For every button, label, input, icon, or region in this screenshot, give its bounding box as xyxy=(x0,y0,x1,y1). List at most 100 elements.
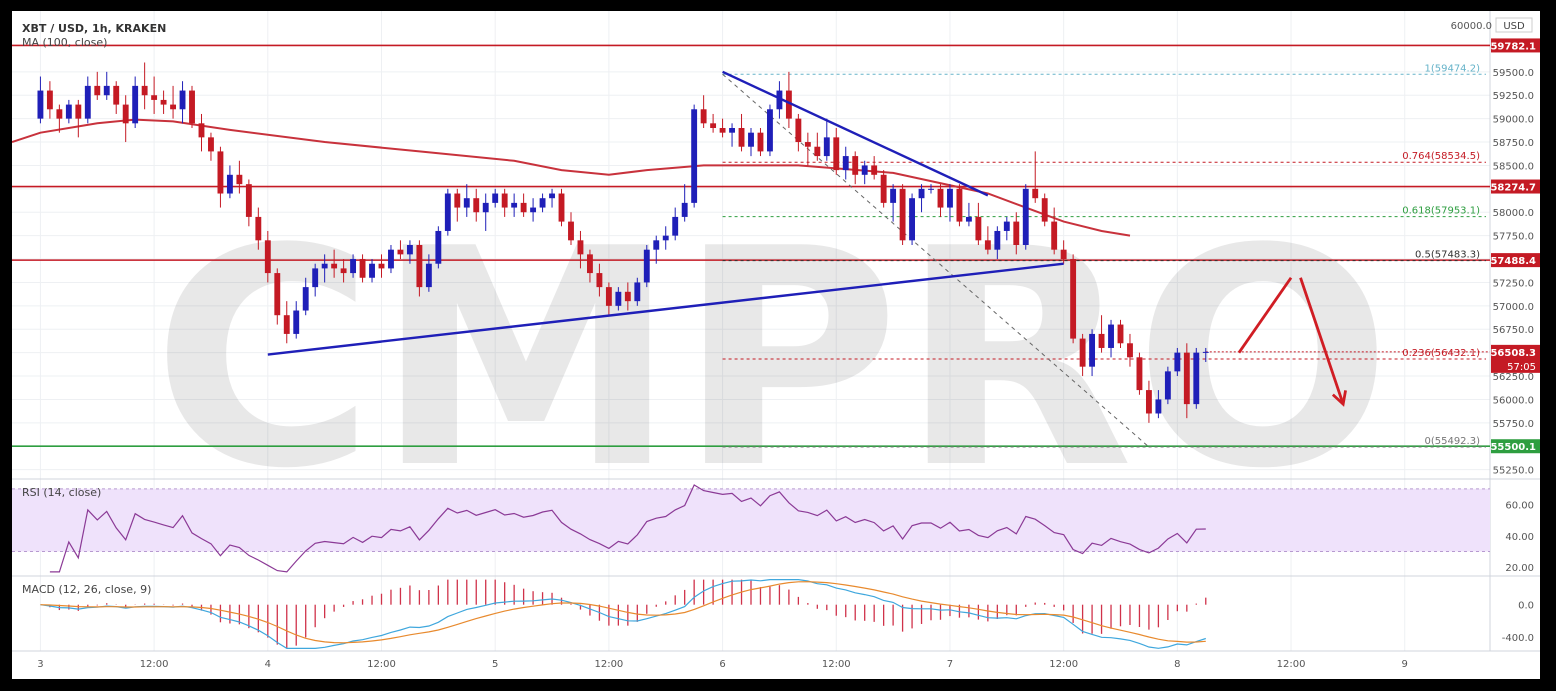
candle xyxy=(691,104,698,208)
time-tick-label: 12:00 xyxy=(1277,659,1306,670)
price-tick-label: 56000.0 xyxy=(1493,395,1534,406)
price-tick-label: 56250.0 xyxy=(1493,372,1534,383)
price-tick-label: 59500.0 xyxy=(1493,68,1534,79)
rsi-pane: 60.00 40.00 20.00 xyxy=(12,484,1534,574)
candle xyxy=(615,287,622,311)
time-tick-label: 12:00 xyxy=(594,659,623,670)
signal-line xyxy=(40,581,1206,644)
price-level-tag: 59782.1 xyxy=(1490,38,1540,53)
forecast-arrow-1 xyxy=(1299,277,1345,405)
candle xyxy=(1098,315,1105,353)
time-tick-label: 6 xyxy=(719,659,725,670)
candle xyxy=(833,128,840,175)
candle xyxy=(1022,184,1029,250)
candle xyxy=(122,95,129,143)
candle xyxy=(776,81,783,119)
candle xyxy=(975,202,982,245)
fib-label-0.618: 0.618(57953.1) xyxy=(1402,206,1480,217)
trendline-lower[interactable] xyxy=(267,262,1064,356)
candle xyxy=(710,113,717,133)
candle xyxy=(785,71,792,128)
candle xyxy=(965,202,972,227)
time-axis[interactable]: 3 12:00 4 12:00 5 12:00 6 12:00 7 12:00 8 12:00 9 xyxy=(37,659,1408,670)
candle xyxy=(662,226,669,250)
price-top-label: 60000.0 xyxy=(1451,21,1492,32)
forecast-arrow-0 xyxy=(1237,276,1293,354)
candle xyxy=(56,104,63,133)
candle xyxy=(46,81,53,119)
candle xyxy=(918,184,925,213)
rsi-tick-label: 20.00 xyxy=(1505,563,1534,574)
time-tick-label: 5 xyxy=(492,659,498,670)
candle xyxy=(643,245,650,288)
candle xyxy=(1013,212,1020,255)
macd-pane: 0.0 -400.0 xyxy=(40,579,1534,649)
candle xyxy=(1193,347,1200,409)
ma100-line xyxy=(11,118,1131,237)
price-axis[interactable]: 59500.059250.059000.058750.058500.058250… xyxy=(1490,38,1540,477)
chart-frame: CMPRO 1(59474.2) 0.764(58534.5) 0.618(5795… xyxy=(11,11,1540,679)
svg-text:56508.3: 56508.3 xyxy=(1490,348,1536,359)
trendline-upper[interactable] xyxy=(722,70,989,197)
fib-label-0: 0(55492.3) xyxy=(1424,436,1480,447)
candle xyxy=(738,113,745,152)
time-tick-label: 12:00 xyxy=(822,659,851,670)
candle xyxy=(767,104,773,157)
price-level-tag: 57488.4 xyxy=(1490,253,1540,268)
candle xyxy=(1174,347,1181,377)
ma-legend: MA (100, close) xyxy=(22,36,107,49)
candle xyxy=(700,95,707,128)
candle xyxy=(1164,366,1171,405)
candle xyxy=(947,184,953,222)
candle xyxy=(369,259,375,283)
candle xyxy=(937,184,944,217)
candle xyxy=(160,90,167,114)
time-tick-label: 8 xyxy=(1174,659,1180,670)
candle xyxy=(719,118,726,138)
candle xyxy=(350,254,357,278)
candle xyxy=(558,188,565,227)
candle xyxy=(170,85,177,119)
candle xyxy=(236,160,243,194)
candle xyxy=(672,207,679,241)
candle xyxy=(283,301,290,344)
candle xyxy=(539,193,546,213)
candle xyxy=(899,184,906,245)
candle xyxy=(454,188,461,222)
price-level-tag: 56508.3 57:05 xyxy=(1490,344,1540,373)
currency-button[interactable]: USD xyxy=(1495,17,1533,33)
candle xyxy=(928,184,934,194)
candle xyxy=(1032,151,1039,203)
candle xyxy=(331,249,338,278)
price-tick-label: 58500.0 xyxy=(1493,161,1534,172)
candle xyxy=(605,282,612,316)
price-tick-label: 58750.0 xyxy=(1493,138,1534,149)
candle xyxy=(463,184,470,217)
candle xyxy=(274,268,281,325)
candle xyxy=(880,170,887,208)
candle xyxy=(984,226,991,255)
candle xyxy=(729,123,735,147)
candle xyxy=(748,128,754,157)
candle xyxy=(823,118,830,161)
candle xyxy=(208,132,214,161)
rsi-tick-label: 40.00 xyxy=(1505,532,1534,543)
candle xyxy=(103,71,110,100)
time-tick-label: 12:00 xyxy=(140,659,169,670)
time-tick-label: 7 xyxy=(947,659,953,670)
candle xyxy=(492,188,499,208)
fibonacci-levels: 1(59474.2) 0.764(58534.5) 0.618(57953.1) 0.… xyxy=(722,63,1486,448)
candle xyxy=(890,184,897,222)
candle xyxy=(198,113,205,152)
rsi-legend: RSI (14, close) xyxy=(22,486,101,499)
candle xyxy=(1127,333,1133,367)
candle xyxy=(65,99,72,124)
svg-text:57488.4: 57488.4 xyxy=(1490,256,1536,267)
candle xyxy=(1108,319,1114,358)
candle xyxy=(1136,352,1143,395)
price-tick-label: 59250.0 xyxy=(1493,91,1534,102)
candle xyxy=(245,179,252,227)
price-chart[interactable]: CMPRO 1(59474.2)0.764(58534.5)0.618(5795… xyxy=(11,11,1540,679)
time-tick-label: 4 xyxy=(265,659,271,670)
candle xyxy=(473,188,480,222)
